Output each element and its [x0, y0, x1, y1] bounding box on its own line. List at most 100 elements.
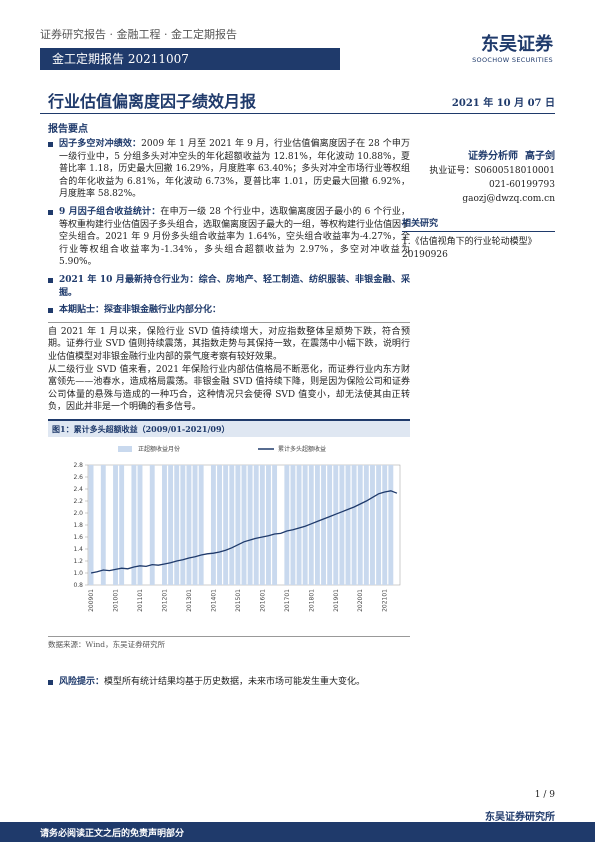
item-label: 本期贴士： — [59, 305, 105, 316]
bar — [296, 465, 302, 586]
analyst-line: 证券分析师 高子剑 — [425, 150, 555, 164]
license: 执业证号：S0600518010001 — [429, 166, 555, 176]
bar — [259, 465, 265, 586]
summary-item: 2021 年 10 月最新持仓行业为：综合、房地产、轻工制造、纺织服装、非银金融… — [48, 274, 410, 299]
paragraph: 自 2021 年 1 月以来，保险行业 SVD 值持续增大，对应指数整体呈颓势下… — [48, 326, 410, 362]
item-text: 探查非银金融行业内部分化： — [104, 305, 222, 316]
figure: 图1：累计多头超额收益（2009/01-2021/09） 0.8 1.0 1.2 1.… — [48, 418, 410, 652]
y-tick-label: 1.2 — [73, 558, 83, 565]
bar — [113, 465, 118, 586]
bar — [321, 465, 326, 586]
y-tick-label: 2.0 — [73, 510, 83, 517]
bar — [229, 465, 235, 586]
line — [90, 490, 398, 575]
bar — [314, 465, 320, 586]
bar — [174, 465, 180, 586]
analyst: 证券分析师 高子剑 执业证号：S0600518010001 021-601997… — [425, 150, 555, 206]
bar — [192, 465, 198, 586]
chart: 0.8 1.0 1.2 1.4 1.6 1.8 2.0 2.2 2.4 2.6 2.8 正超额收益月份… — [73, 445, 401, 612]
x-tick-label: 202001 — [357, 589, 364, 612]
bar — [345, 465, 351, 586]
bar — [357, 465, 363, 586]
email: gaozj@dwzq.com.cn — [462, 194, 555, 204]
main-column: 因子多空对冲绩效：2009 年 1 月至 2021 年 9 月，行业估值偏离度因… — [48, 138, 410, 693]
x-tick-label: 200901 — [88, 589, 95, 612]
related-heading: 相关研究 — [402, 218, 555, 232]
x-tick-label: 201501 — [235, 589, 242, 612]
bar — [351, 465, 357, 586]
x-tick-label: 201301 — [186, 589, 193, 612]
item-text: 在申万一级 28 个行业中，选取偏离度因子最小的 6 个行业，等权重构建行业估值… — [59, 206, 411, 268]
breadcrumb: 证券研究报告 · 金融工程 · 金工定期报告 — [40, 28, 237, 41]
summary-item: 因子多空对冲绩效：2009 年 1 月至 2021 年 9 月，行业估值偏离度因… — [48, 138, 410, 201]
bar — [100, 465, 106, 586]
legend-swatch — [118, 446, 132, 453]
x-tick-label: 201001 — [113, 589, 120, 612]
figure-caption: 图1：累计多头超额收益（2009/01-2021/09） — [48, 418, 410, 438]
y-tick-label: 1.6 — [73, 534, 83, 541]
body: 自 2021 年 1 月以来，保险行业 SVD 值持续增大，对应指数整体呈颓势下… — [48, 321, 410, 414]
risk: 风险提示：模型所有统计结果均基于历史数据，未来市场可能发生重大变化。 — [48, 676, 410, 689]
y-tick-label: 1.0 — [73, 570, 83, 577]
bar — [247, 465, 253, 586]
x-tick-label: 201801 — [308, 589, 315, 612]
bar — [388, 465, 394, 586]
item-text: 2009 年 1 月至 2021 年 9 月，行业估值偏离度因子在 28 个申万… — [59, 139, 410, 200]
bar — [253, 465, 259, 586]
risk-label: 风险提示： — [59, 676, 105, 687]
analyst-label: 证券分析师 — [468, 151, 519, 162]
footer-bar — [0, 822, 595, 842]
bar — [162, 465, 167, 586]
x-tick-label: 202101 — [382, 589, 389, 612]
bar — [137, 465, 143, 586]
bar — [284, 465, 290, 586]
y-tick-label: 2.8 — [73, 462, 83, 469]
paragraph: 从二级行业 SVD 值来看，2021 年保险行业内部估值格局不断恶化，而证券行业… — [48, 364, 410, 413]
bar — [327, 465, 333, 586]
bar — [339, 465, 345, 586]
risk-text: 模型所有统计结果均基于历史数据，未来市场可能发生重大变化。 — [104, 676, 366, 687]
bar — [376, 465, 382, 586]
report-date: 2021 年 10 月 07 日 — [451, 98, 555, 109]
bar — [333, 465, 339, 586]
bar — [266, 465, 271, 586]
disclaimer: 请务必阅读正文之后的免责声明部分 — [40, 829, 185, 839]
related: 相关研究 1.《估值视角下的行业轮动模型》20190926 — [402, 218, 555, 262]
bar — [198, 465, 204, 586]
bar — [223, 465, 229, 586]
item-label: 9 月因子组合收益统计： — [59, 206, 161, 217]
bar — [131, 465, 137, 586]
bar — [217, 465, 222, 586]
bar — [302, 465, 308, 586]
y-tick-label: 1.8 — [73, 522, 83, 529]
item-label: 2021 年 10 月最新持仓行业为： — [59, 274, 199, 285]
bar — [308, 465, 314, 586]
y-tick-label: 2.6 — [73, 474, 83, 481]
figure-source: 数据来源：Wind，东吴证券研究所 — [48, 636, 410, 652]
bar — [119, 465, 125, 586]
legend-label: 正超额收益月份 — [138, 445, 180, 453]
x-tick-label: 201901 — [333, 589, 340, 612]
related-item: 1.《估值视角下的行业轮动模型》20190926 — [402, 237, 537, 260]
series-label: 金工定期报告 20211007 — [40, 48, 340, 70]
rule — [40, 113, 555, 114]
item-text: 综合、房地产、轻工制造、纺织服装、非银金融、采掘。 — [59, 274, 410, 298]
phone: 021-60199793 — [488, 180, 555, 190]
footer-company: 东吴证券研究所 — [485, 812, 555, 823]
logo-en: SOOCHOW SECURITIES — [472, 56, 553, 64]
summary-item: 9 月因子组合收益统计：在申万一级 28 个行业中，选取偏离度因子最小的 6 个… — [48, 206, 410, 269]
y-tick-label: 2.2 — [73, 498, 83, 505]
y-tick-label: 0.8 — [73, 582, 83, 589]
legend-label: 累计多头超额收益 — [278, 445, 326, 453]
bar — [363, 465, 369, 586]
bar — [241, 465, 247, 586]
x-tick-label: 201101 — [137, 589, 144, 612]
logo: 东吴证券 SOOCHOW SECURITIES — [472, 30, 553, 64]
bar — [186, 465, 192, 586]
x-tick-label: 201601 — [259, 589, 266, 612]
bar — [370, 465, 375, 586]
bar — [168, 465, 174, 586]
bar — [272, 465, 278, 586]
report-title: 行业估值偏离度因子绩效月报 — [48, 92, 257, 111]
